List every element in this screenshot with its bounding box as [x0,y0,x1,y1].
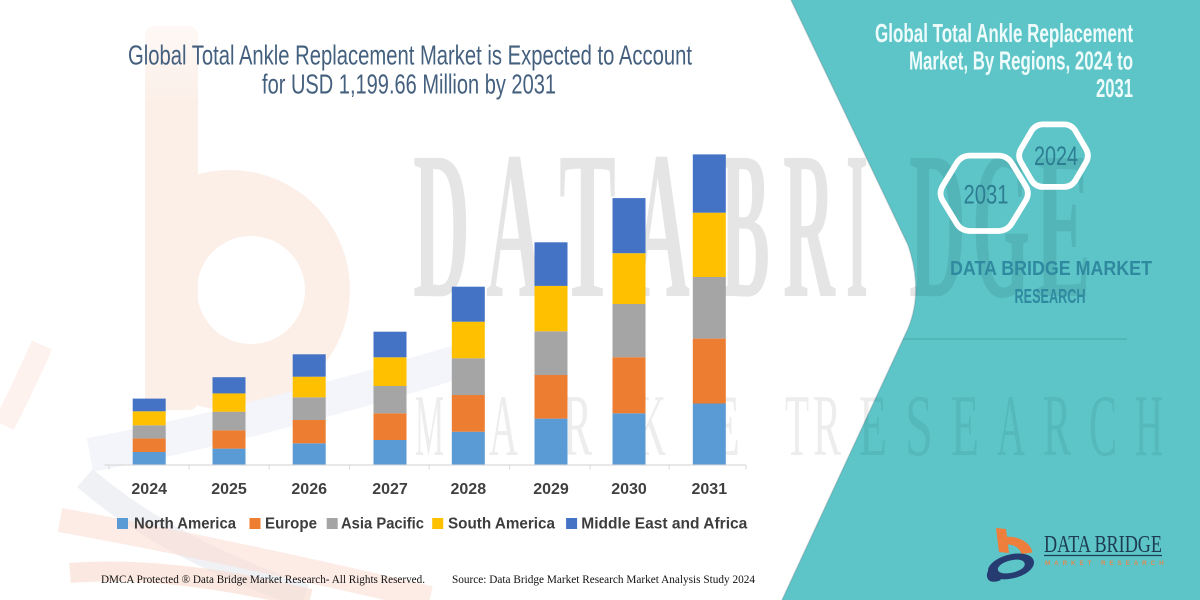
svg-text:S: S [905,378,933,475]
svg-text:Market, By Regions, 2024 to: Market, By Regions, 2024 to [909,46,1133,76]
svg-text:H: H [1135,378,1163,475]
svg-text:A: A [486,108,543,342]
svg-text:A: A [489,378,518,475]
svg-text:for USD 1,199.66 Million by 20: for USD 1,199.66 Million by 2031 [262,69,556,100]
svg-text:Europe: Europe [265,516,317,533]
svg-text:R: R [813,378,841,475]
svg-text:2027: 2027 [372,481,408,498]
svg-text:Source: Data Bridge Market Res: Source: Data Bridge Market Research Mark… [452,572,755,586]
svg-text:2025: 2025 [211,481,247,498]
svg-text:M: M [415,378,444,475]
svg-text:A: A [997,378,1025,475]
svg-text:2024: 2024 [1034,141,1078,171]
svg-text:Middle East and Africa: Middle East and Africa [581,516,747,533]
svg-text:R: R [783,108,836,342]
svg-text:T: T [785,378,809,475]
svg-text:E: E [951,378,979,475]
svg-text:2031: 2031 [964,180,1009,210]
svg-text:2024: 2024 [131,481,167,498]
svg-text:C: C [1089,378,1117,475]
svg-text:2031: 2031 [692,481,728,498]
svg-text:MARKET RESEARCH: MARKET RESEARCH [1045,560,1168,567]
svg-text:Asia Pacific: Asia Pacific [341,516,424,533]
svg-text:DATA BRIDGE: DATA BRIDGE [1044,532,1162,558]
svg-text:2030: 2030 [611,481,647,498]
svg-text:RESEARCH: RESEARCH [1015,285,1086,308]
svg-text:DATA BRIDGE MARKET: DATA BRIDGE MARKET [950,257,1152,280]
svg-text:2028: 2028 [451,481,487,498]
svg-text:R: R [563,378,592,475]
svg-text:DMCA Protected ® Data Bridge M: DMCA Protected ® Data Bridge Market Rese… [101,572,425,586]
svg-text:T: T [559,108,616,342]
svg-text:R: R [1043,378,1071,475]
svg-text:Global Total Ankle Replacement: Global Total Ankle Replacement Market is… [128,40,692,71]
svg-text:I: I [846,108,868,342]
svg-text:South America: South America [448,516,555,533]
svg-text:2029: 2029 [533,481,569,498]
svg-text:2031: 2031 [1096,73,1133,103]
svg-text:Global Total Ankle Replacement: Global Total Ankle Replacement [875,18,1133,48]
svg-text:B: B [720,108,770,342]
svg-text:North America: North America [134,516,236,533]
svg-text:2026: 2026 [291,481,327,498]
